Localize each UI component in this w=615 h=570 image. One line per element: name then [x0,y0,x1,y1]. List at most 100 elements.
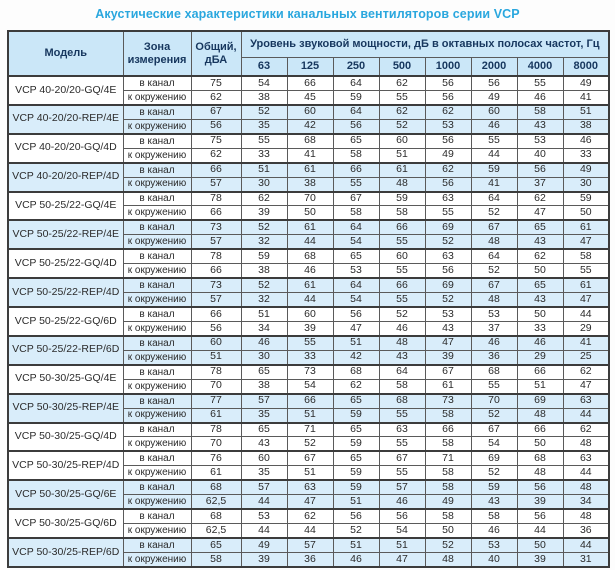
total-dba-cell: 70 [190,378,242,395]
col-header-spl-group: Уровень звуковой мощности, дБ в октавных… [240,30,610,58]
spl-value-cell: 44 [562,536,610,553]
table-row: VCP 50-30/25-GQ/4E в канал 78 65 73 68 64 67 68 6… [7,363,610,395]
table-row: VCP 50-30/25-GQ/4D в канал 78 65 71 65 63 66 67 6… [7,421,610,452]
spl-value-cell: 49 [562,74,610,91]
spl-value-cell: 61 [424,378,472,395]
spl-value-cell: 48 [378,176,426,193]
spl-value-cell: 54 [286,378,334,395]
spl-value-cell: 38 [240,89,288,106]
spl-value-cell: 53 [332,263,380,279]
total-dba-cell: 70 [190,436,242,452]
spl-value-cell: 34 [240,320,288,337]
zone-cell: в канал [122,248,192,265]
spl-value-cell: 61 [286,219,334,236]
spl-value-cell: 42 [332,349,380,366]
spl-value-cell: 46 [332,551,380,568]
spl-value-cell: 52 [378,118,426,135]
spl-value-cell: 58 [424,436,472,452]
zone-cell: в канал [122,103,192,120]
model-name-cell: VCP 50-25/22-REP/4E [7,219,124,250]
spl-value-cell: 57 [286,536,334,553]
spl-value-cell: 43 [240,436,288,452]
spl-value-cell: 61 [562,219,610,236]
col-header-freq-500: 500 [378,56,426,77]
spl-value-cell: 70 [470,392,518,409]
spl-value-cell: 50 [424,523,472,539]
spl-value-cell: 71 [286,421,334,438]
spl-value-cell: 69 [424,277,472,294]
zone-cell: к окружению [122,494,192,510]
zone-cell: в канал [122,219,192,236]
spl-value-cell: 46 [378,494,426,510]
spl-value-cell: 48 [562,508,610,525]
table-row: к окружению 66 39 50 58 58 55 52 47 50 [8,205,610,221]
col-header-freq-2000: 2000 [470,56,518,77]
model-name-cell: VCP 40-20/20-GQ/4D [7,132,124,164]
spl-value-cell: 65 [332,392,380,409]
spl-value-cell: 39 [240,205,288,221]
spl-value-cell: 61 [562,277,610,294]
spl-value-cell: 56 [424,263,472,279]
spl-value-cell: 64 [332,103,380,120]
total-dba-cell: 73 [190,277,242,294]
spl-value-cell: 43 [516,118,564,135]
zone-cell: к окружению [122,378,192,395]
spl-value-cell: 64 [378,363,426,380]
table-row: VCP 40-20/20-REP/4E в канал 67 52 60 64 62 62 60… [7,103,610,135]
total-dba-cell: 66 [190,205,242,221]
spl-value-cell: 55 [240,132,288,149]
spl-value-cell: 56 [424,132,472,149]
spl-value-cell: 61 [286,277,334,294]
spl-value-cell: 44 [240,523,288,539]
table-row: VCP 50-25/22-REP/4E в канал 73 52 61 64 66 69 67… [7,219,610,250]
spl-value-cell: 53 [424,305,472,322]
spl-value-cell: 73 [286,363,334,380]
table-row: VCP 50-30/25-REP/4E в канал 77 57 66 65 68 73 70… [7,392,610,423]
spl-value-cell: 56 [424,176,472,193]
spl-value-cell: 67 [470,421,518,438]
spl-value-cell: 62 [424,103,472,120]
total-dba-cell: 61 [190,465,242,481]
spl-value-cell: 52 [378,305,426,322]
spl-value-cell: 47 [562,378,610,395]
spl-value-cell: 63 [424,248,472,265]
spl-value-cell: 66 [516,421,564,438]
table-row: к окружению 58 39 36 46 47 48 40 39 31 [8,551,610,568]
spl-value-cell: 55 [378,263,426,279]
spl-value-cell: 47 [562,234,610,250]
table-row: к окружению 62 38 45 59 55 56 49 46 41 [8,89,610,106]
spl-value-cell: 52 [332,523,380,539]
spl-value-cell: 41 [470,176,518,193]
spl-value-cell: 55 [424,205,472,221]
spl-value-cell: 60 [470,103,518,120]
spl-value-cell: 49 [424,494,472,510]
spl-value-cell: 56 [424,89,472,106]
zone-cell: к окружению [122,234,192,250]
spl-value-cell: 52 [424,536,472,553]
spl-value-cell: 52 [286,436,334,452]
spl-value-cell: 66 [516,363,564,380]
zone-cell: в канал [122,392,192,409]
total-dba-cell: 56 [190,320,242,337]
spl-value-cell: 55 [562,263,610,279]
spl-value-cell: 55 [378,234,426,250]
spl-value-cell: 67 [470,277,518,294]
spl-value-cell: 35 [240,118,288,135]
model-name-cell: VCP 50-25/22-GQ/4E [7,190,124,221]
zone-cell: к окружению [122,118,192,135]
spl-value-cell: 58 [332,147,380,164]
spl-value-cell: 46 [470,334,518,351]
table-row: VCP 50-30/25-REP/4D в канал 76 60 67 65 67 71 69… [7,450,610,481]
zone-cell: в канал [122,508,192,525]
total-dba-cell: 66 [190,161,242,178]
col-header-model: Модель [7,30,124,77]
spl-value-cell: 64 [332,219,380,236]
spl-value-cell: 50 [516,305,564,322]
spl-value-cell: 63 [562,392,610,409]
spl-value-cell: 59 [332,479,380,496]
spl-value-cell: 63 [562,450,610,467]
table-row: к окружению 61 35 51 59 55 58 52 48 44 [8,465,610,481]
spl-value-cell: 47 [516,205,564,221]
spl-value-cell: 48 [378,334,426,351]
zone-cell: в канал [122,450,192,467]
